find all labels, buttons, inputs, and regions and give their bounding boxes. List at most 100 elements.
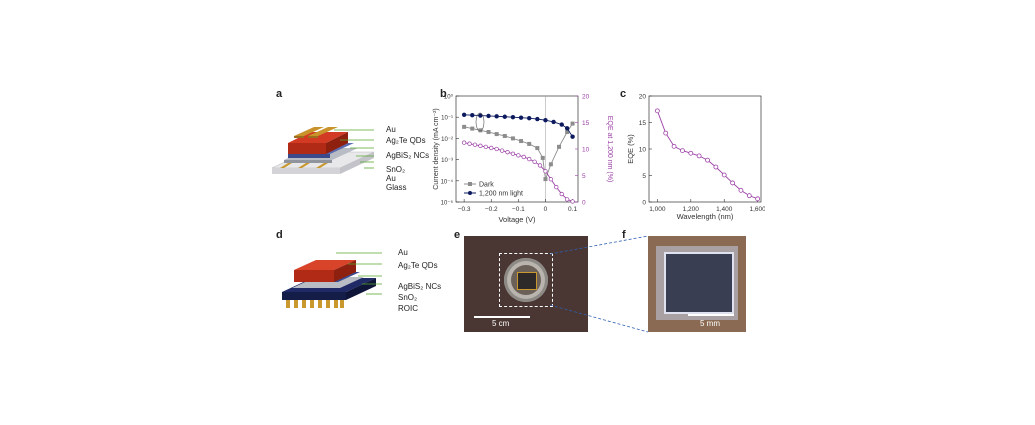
xtick-label: 1,400 xyxy=(716,206,733,213)
data-point xyxy=(527,115,532,121)
data-point xyxy=(680,148,685,153)
data-point xyxy=(570,199,575,204)
xtick-label: −0.1 xyxy=(512,206,525,213)
layer-label-sno2-d: SnO₂ xyxy=(398,293,418,302)
y2label-b: EQE at 1,200 nm (%) xyxy=(606,116,613,183)
data-point xyxy=(527,156,532,162)
xtick-label: 1,000 xyxy=(649,206,666,213)
layer-label-ag2te-d: Ag₂Te QDs xyxy=(398,261,438,270)
data-point xyxy=(543,177,548,182)
data-point xyxy=(499,148,505,153)
data-point xyxy=(663,130,669,136)
data-point xyxy=(721,172,727,178)
ytick-label: 0 xyxy=(642,200,646,207)
data-point xyxy=(730,180,735,186)
layer-label-glass: Glass xyxy=(386,183,407,192)
ytick-label: 15 xyxy=(639,120,647,127)
ytick-label: 10⁻⁵ xyxy=(441,200,454,207)
photo-f: 5 mm xyxy=(648,236,746,332)
xtick-label: −0.2 xyxy=(485,206,498,213)
zoom-connector xyxy=(550,235,649,333)
data-point xyxy=(518,115,524,120)
data-point xyxy=(486,130,491,135)
data-point xyxy=(543,169,548,174)
data-point xyxy=(559,191,564,197)
scalebar-f xyxy=(688,314,734,316)
scalebar-f-label: 5 mm xyxy=(700,319,720,328)
ytick-label: 20 xyxy=(639,94,647,101)
data-point xyxy=(494,132,499,137)
data-point xyxy=(510,151,516,156)
device-d-schematic xyxy=(282,252,382,308)
layer-label-agbis2: AgBiS₂ NCs xyxy=(386,151,430,160)
chip-die xyxy=(517,272,537,290)
photo-e: 5 cm xyxy=(464,236,588,332)
jv-eqe-chart: −0.3 −0.2 −0.1 0 0.1 10⁰ 10⁻¹ 10⁻² 10⁻³ 10⁻⁴ 10⁻⁵ 2… xyxy=(433,94,613,225)
ytick-label: 5 xyxy=(642,173,646,180)
data-point xyxy=(540,155,545,160)
data-point xyxy=(654,108,660,114)
layer-label-sno2: SnO₂ xyxy=(386,165,406,174)
data-point xyxy=(516,153,521,158)
data-point xyxy=(461,140,467,145)
data-point xyxy=(565,130,570,135)
layer-label-au-d: Au xyxy=(398,248,408,257)
data-point xyxy=(470,126,475,131)
data-point xyxy=(462,124,467,129)
data-point xyxy=(559,122,564,127)
data-point xyxy=(467,141,472,146)
detector-area xyxy=(664,252,734,314)
ylabel-b: Current density (mA cm⁻²) xyxy=(433,108,440,190)
data-point xyxy=(483,144,488,150)
layer-label-ag2te: Ag₂Te QDs xyxy=(386,136,426,145)
data-point xyxy=(510,136,515,141)
data-point xyxy=(478,128,483,133)
layer-label-au-bottom: Au xyxy=(386,174,396,183)
series-line xyxy=(464,123,573,180)
data-point xyxy=(519,139,524,144)
data-point xyxy=(494,146,499,152)
data-point xyxy=(551,119,556,125)
legend-light: 1,200 nm light xyxy=(479,191,523,198)
series-line xyxy=(656,110,758,200)
data-point xyxy=(478,143,483,148)
data-point xyxy=(548,177,554,182)
data-point xyxy=(705,157,710,163)
axis-indicator-ellipse xyxy=(475,112,485,132)
legend-dark: Dark xyxy=(479,182,494,189)
scalebar-e-label: 5 cm xyxy=(492,319,510,328)
layer-label-agbis2-d: AgBiS₂ NCs xyxy=(398,282,442,291)
data-point xyxy=(494,114,499,119)
xlabel-b: Voltage (V) xyxy=(498,215,536,224)
data-point xyxy=(537,163,543,168)
y2tick-label: 10 xyxy=(582,147,590,154)
xlabel-c: Wavelength (nm) xyxy=(677,212,734,221)
data-point xyxy=(738,187,744,193)
ylabel-c: EQE (%) xyxy=(626,134,635,164)
data-point xyxy=(461,112,467,117)
data-point xyxy=(554,185,559,190)
zoom-box-e xyxy=(499,253,553,307)
data-point xyxy=(505,150,510,155)
ytick-label: 10⁰ xyxy=(444,94,454,101)
series-line xyxy=(464,114,573,137)
data-point xyxy=(527,141,532,146)
data-point xyxy=(570,121,575,126)
device-a-schematic xyxy=(271,127,375,174)
data-point xyxy=(510,115,516,120)
panel-label-b: b xyxy=(440,88,447,100)
data-point xyxy=(532,159,537,164)
data-point xyxy=(565,197,570,202)
panel-label-d: d xyxy=(276,229,283,241)
xtick-label: −0.3 xyxy=(458,206,471,213)
data-point xyxy=(557,144,562,149)
data-point xyxy=(548,162,553,167)
layer-label-au-top: Au xyxy=(386,125,396,134)
layer-label-roic: ROIC xyxy=(398,304,418,313)
data-point xyxy=(486,113,491,119)
data-point xyxy=(521,154,526,160)
data-point xyxy=(671,143,677,149)
ytick-label: 10⁻² xyxy=(441,137,453,143)
scalebar-e xyxy=(474,316,530,318)
ytick-label: 10⁻⁴ xyxy=(441,178,454,185)
